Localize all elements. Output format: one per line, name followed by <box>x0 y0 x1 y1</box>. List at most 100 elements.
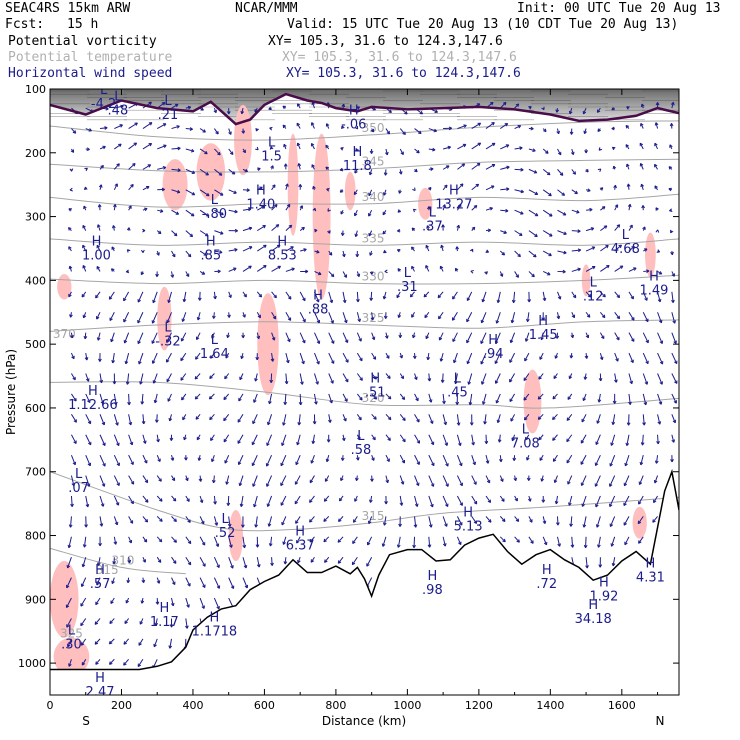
pv-extremum-value-4: 11.8 <box>343 159 372 174</box>
wind-vector <box>328 291 333 303</box>
pv-extremum-H-29: H <box>463 505 473 520</box>
wind-vector <box>640 163 644 170</box>
wind-arrowhead <box>185 477 189 482</box>
wind-arrowhead <box>102 442 106 447</box>
wind-arrowhead <box>469 422 474 426</box>
wind-arrowhead <box>639 162 644 167</box>
wind-vector <box>527 312 530 322</box>
wind-arrowhead <box>311 164 315 168</box>
wind-arrowhead <box>475 183 480 188</box>
x-tick-label-400: 400 <box>182 699 203 712</box>
wind-arrowhead <box>644 381 649 385</box>
wind-arrowhead <box>66 564 71 569</box>
wind-arrowhead <box>261 205 265 210</box>
wind-arrowhead <box>325 144 329 149</box>
wind-vector <box>113 393 117 405</box>
wind-arrowhead <box>562 269 566 274</box>
wind-arrowhead <box>112 381 117 385</box>
wind-arrowhead <box>187 540 192 545</box>
pv-extremum-L-26: L <box>522 422 530 437</box>
wind-arrowhead <box>577 248 582 253</box>
south-label: S <box>82 714 90 728</box>
wind-vector <box>642 373 648 385</box>
wind-vector <box>371 413 377 420</box>
wind-arrowhead <box>402 131 406 136</box>
wind-arrowhead <box>527 299 532 303</box>
wind-arrowhead <box>454 380 458 385</box>
wind-vector <box>457 163 465 170</box>
wind-arrowhead <box>201 542 206 546</box>
plot-frame <box>49 88 680 696</box>
wind-arrowhead <box>126 579 131 584</box>
wind-vector <box>209 413 215 420</box>
wind-arrowhead <box>266 483 270 487</box>
wind-arrowhead <box>283 561 288 565</box>
wind-vector <box>309 495 315 503</box>
wind-vector <box>614 373 617 383</box>
wind-vector <box>171 230 178 237</box>
wind-vector <box>238 454 244 465</box>
wind-vector <box>266 454 273 467</box>
wind-vector <box>356 291 359 302</box>
wind-arrowhead <box>626 163 630 168</box>
wind-vector <box>657 291 661 302</box>
wind-arrowhead <box>113 204 117 208</box>
wind-vector <box>624 454 630 467</box>
wind-vector <box>228 267 237 272</box>
wind-arrowhead <box>370 478 374 482</box>
wind-vector <box>399 475 404 485</box>
wind-vector <box>428 475 434 487</box>
wind-arrowhead <box>190 148 195 153</box>
wind-arrowhead <box>592 265 596 270</box>
wind-vector <box>356 352 363 362</box>
wind-arrowhead <box>244 584 249 589</box>
wind-arrowhead <box>111 359 115 364</box>
wind-arrowhead <box>127 401 131 406</box>
wind-arrowhead <box>187 583 191 587</box>
wind-arrowhead <box>141 420 146 425</box>
wind-arrowhead <box>656 440 660 445</box>
wind-arrowhead <box>148 101 152 106</box>
wind-vector <box>113 475 120 486</box>
wind-arrowhead <box>638 540 642 544</box>
wind-vector <box>282 414 287 426</box>
wind-vector <box>156 434 159 443</box>
wind-arrowhead <box>225 355 229 359</box>
wind-vector <box>123 312 130 323</box>
wind-arrowhead <box>183 436 187 441</box>
wind-vector <box>284 393 287 405</box>
wind-arrowhead <box>159 518 163 522</box>
wind-arrowhead <box>218 172 223 176</box>
wind-vector <box>495 332 501 344</box>
isentrope-310 <box>50 547 186 575</box>
wind-vector <box>96 245 101 252</box>
wind-vector <box>456 516 463 526</box>
wind-vector <box>185 618 188 629</box>
wind-vector <box>368 189 373 196</box>
wind-vector <box>485 475 491 484</box>
wind-arrowhead <box>205 213 210 217</box>
wind-vector <box>571 268 581 272</box>
wind-vector <box>585 557 588 569</box>
wind-arrowhead <box>128 539 133 544</box>
wind-vector <box>356 393 363 401</box>
wind-arrowhead <box>323 498 328 502</box>
wind-arrowhead <box>625 144 629 148</box>
wind-arrowhead <box>113 541 118 545</box>
wind-vector <box>194 373 201 380</box>
wind-arrowhead <box>451 317 456 321</box>
x-tick-label-600: 600 <box>254 699 275 712</box>
wind-arrowhead <box>384 269 388 274</box>
wind-arrowhead <box>428 399 433 403</box>
wind-arrowhead <box>538 436 542 441</box>
wind-arrowhead <box>462 143 467 148</box>
pv-extremum-value-10: 1.00 <box>82 248 111 263</box>
wind-arrowhead <box>515 274 519 278</box>
wind-arrowhead <box>442 204 446 208</box>
wind-vector <box>612 414 616 425</box>
wind-arrowhead <box>400 481 405 485</box>
wind-vector <box>185 230 193 237</box>
wind-arrowhead <box>430 503 434 508</box>
wind-vector <box>571 230 581 232</box>
wind-vector <box>356 414 362 421</box>
